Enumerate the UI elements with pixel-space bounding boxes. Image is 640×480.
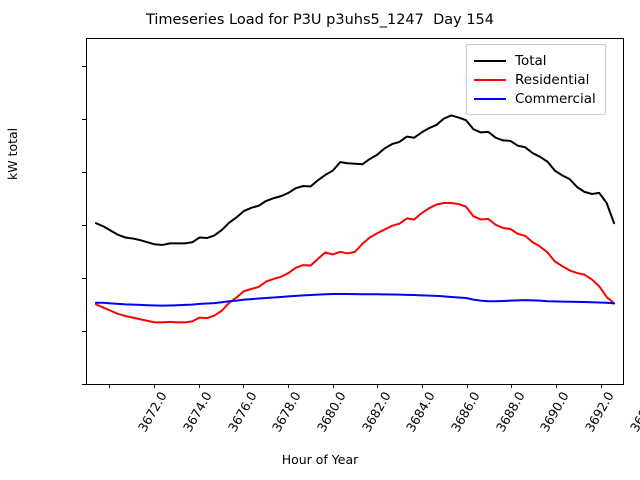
legend-swatch-commercial [474, 97, 506, 100]
x-axis-tick-mark [511, 384, 513, 388]
x-axis-tick-label: 3678.0 [269, 389, 305, 435]
x-axis-tick-label: 3672.0 [135, 389, 171, 435]
series-line-residential [94, 202, 616, 324]
y-axis-tick-mark [82, 118, 86, 120]
x-axis-tick-mark [377, 384, 379, 388]
x-axis-tick-mark [466, 384, 468, 388]
legend-item-commercial: Commercial [474, 89, 596, 108]
legend-label-commercial: Commercial [515, 90, 596, 107]
legend-label-residential: Residential [515, 71, 590, 88]
x-axis-tick-label: 3676.0 [224, 389, 260, 435]
x-axis-tick-label: 3680.0 [313, 389, 349, 435]
x-axis-tick-label: 3690.0 [537, 389, 573, 435]
series-line-total [94, 114, 616, 246]
x-axis-tick-mark [600, 384, 602, 388]
x-axis-tick-mark [288, 384, 289, 388]
y-axis-tick-mark [82, 330, 86, 332]
x-axis-tick-label: 3682.0 [358, 389, 394, 435]
series-line-commercial [94, 292, 616, 307]
chart-legend: Total Residential Commercial [466, 44, 606, 115]
x-axis-tick-mark [109, 384, 111, 388]
x-axis-tick-label: 3674.0 [179, 389, 215, 435]
y-axis-label: kW total [5, 127, 20, 180]
x-axis-tick-label: 3688.0 [492, 389, 528, 435]
legend-swatch-residential [474, 78, 506, 81]
x-axis-tick-label: 3694.0 [626, 389, 640, 435]
x-axis-tick-label: 3692.0 [581, 389, 617, 435]
legend-label-total: Total [515, 52, 547, 69]
legend-item-total: Total [474, 51, 596, 70]
y-axis-tick-mark [82, 277, 86, 279]
legend-swatch-total [474, 59, 506, 62]
y-axis-tick-mark [82, 224, 86, 226]
x-axis-tick-mark [556, 384, 557, 388]
x-axis-label: Hour of Year [281, 452, 359, 467]
y-axis-tick-mark [82, 65, 86, 67]
x-axis-tick-mark [154, 384, 155, 388]
chart-title: Timeseries Load for P3U p3uhs5_1247 Day … [145, 12, 495, 28]
y-axis-tick-mark [82, 384, 86, 385]
y-axis-tick-mark [82, 171, 86, 173]
x-axis-tick-mark [198, 384, 200, 388]
x-axis-tick-label: 3686.0 [447, 389, 483, 435]
x-axis-tick-mark [332, 384, 334, 388]
plot-lines [94, 114, 616, 324]
x-axis-tick-mark [243, 384, 245, 388]
x-axis-tick-label: 3684.0 [403, 389, 439, 435]
legend-item-residential: Residential [474, 70, 596, 89]
x-axis-tick-mark [422, 384, 423, 388]
